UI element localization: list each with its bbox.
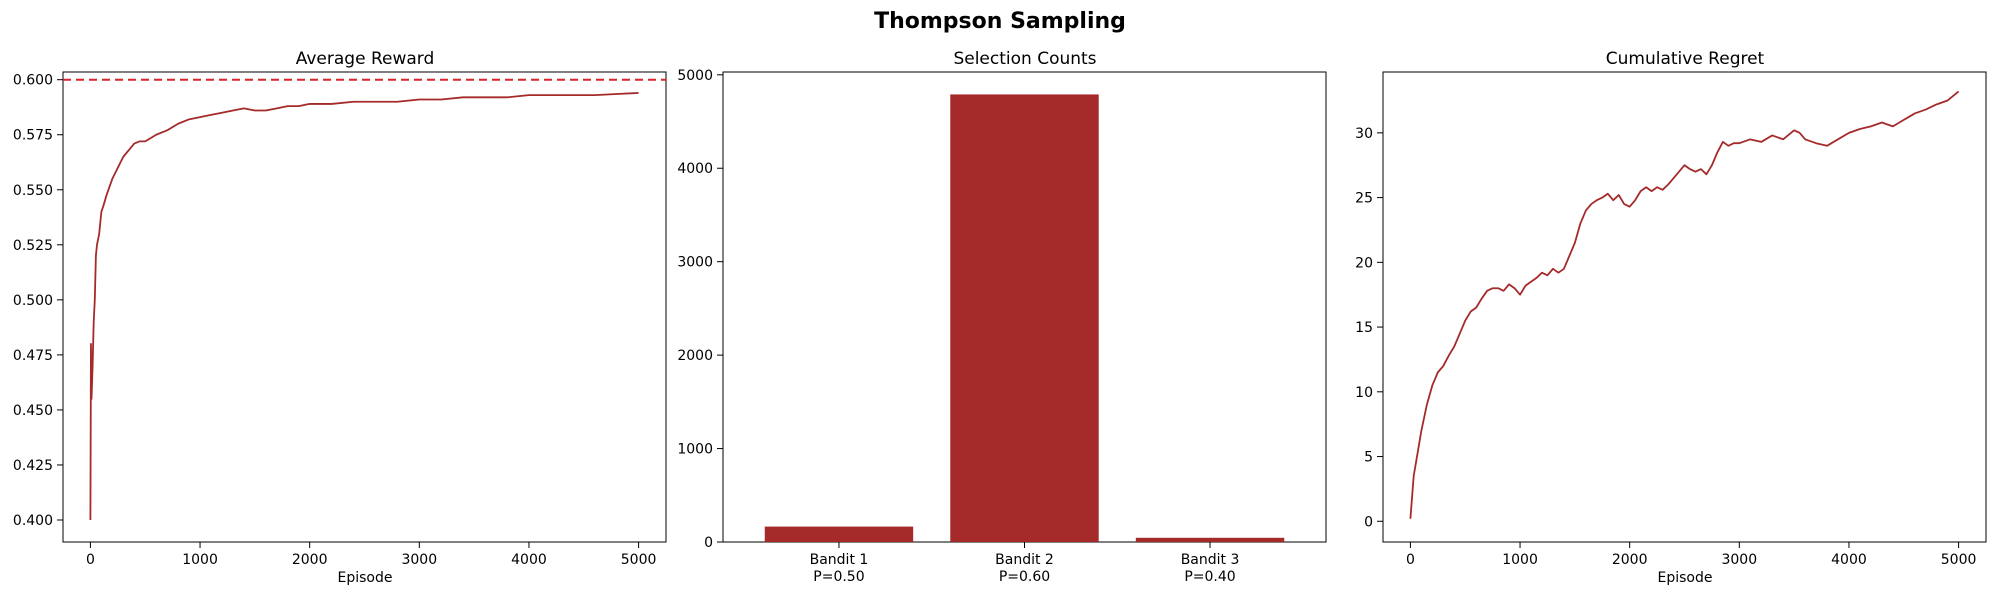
x-tick-label: 2000 bbox=[292, 552, 328, 568]
y-tick-label: 0.575 bbox=[13, 128, 53, 144]
x-tick-label: Bandit 3 bbox=[1181, 552, 1240, 568]
y-tick-label: 15 bbox=[1355, 320, 1373, 336]
bar-3 bbox=[1135, 537, 1285, 542]
y-tick-label: 0 bbox=[704, 535, 713, 551]
y-tick-label: 0.425 bbox=[13, 458, 53, 474]
y-tick-label: 20 bbox=[1355, 255, 1373, 271]
y-tick-label: 1000 bbox=[677, 442, 713, 458]
x-tick-label: 0 bbox=[86, 552, 95, 568]
x-tick-label: 4000 bbox=[1831, 552, 1867, 568]
x-tick-label: 1000 bbox=[182, 552, 218, 568]
y-tick-label: 3000 bbox=[677, 255, 713, 271]
y-tick-label: 2000 bbox=[677, 348, 713, 364]
x-tick-label: Bandit 1 bbox=[810, 552, 869, 568]
y-tick-label: 5000 bbox=[677, 68, 713, 84]
y-tick-label: 0 bbox=[1364, 514, 1373, 530]
series-line-cumulative-regret bbox=[1409, 90, 1960, 519]
x-axis-label-cumulative-regret: Episode bbox=[1658, 570, 1713, 586]
x-tick-label: 5000 bbox=[1941, 552, 1977, 568]
y-tick-label: 4000 bbox=[677, 161, 713, 177]
axes-frame-cumulative-regret bbox=[1382, 71, 1987, 543]
y-tick-label: 0.525 bbox=[13, 238, 53, 254]
panel-cumulative-regret: Cumulative Regret Episode 0 5 10 15 20 25 30 0 1… bbox=[1355, 49, 1987, 586]
x-tick-label: P=0.60 bbox=[999, 569, 1050, 585]
y-tick-label: 10 bbox=[1355, 385, 1373, 401]
x-tick-label: 3000 bbox=[1721, 552, 1757, 568]
y-tick-label: 0.450 bbox=[13, 403, 53, 419]
axes-frame-average-reward bbox=[62, 71, 667, 543]
panel-average-reward: Average Reward Episode 0.400 0.425 0.450 0.… bbox=[13, 49, 667, 586]
x-tick-label: 4000 bbox=[511, 552, 547, 568]
x-tick-label: P=0.50 bbox=[813, 569, 864, 585]
bar-1 bbox=[764, 526, 914, 542]
panel-selection-counts: Selection Counts 0 1000 2000 3000 4000 5000 Ba… bbox=[677, 49, 1327, 585]
y-tick-label: 5 bbox=[1364, 450, 1373, 466]
x-tick-label: 3000 bbox=[401, 552, 437, 568]
y-tick-label: 30 bbox=[1355, 126, 1373, 142]
y-tick-label: 0.475 bbox=[13, 348, 53, 364]
y-tick-label: 0.500 bbox=[13, 293, 53, 309]
x-tick-label: P=0.40 bbox=[1184, 569, 1235, 585]
x-tick-label: 0 bbox=[1406, 552, 1415, 568]
y-tick-label: 0.550 bbox=[13, 183, 53, 199]
y-tick-label: 25 bbox=[1355, 191, 1373, 207]
y-tick-label: 0.600 bbox=[13, 73, 53, 89]
panel-title-average-reward: Average Reward bbox=[296, 49, 435, 69]
y-tick-label: 0.400 bbox=[13, 513, 53, 529]
x-axis-label-average-reward: Episode bbox=[338, 570, 393, 586]
x-tick-label: 2000 bbox=[1612, 552, 1648, 568]
x-tick-label: 1000 bbox=[1502, 552, 1538, 568]
figure-title: Thompson Sampling bbox=[874, 9, 1126, 34]
panel-title-cumulative-regret: Cumulative Regret bbox=[1606, 49, 1765, 69]
panel-title-selection-counts: Selection Counts bbox=[953, 49, 1096, 69]
x-tick-label: Bandit 2 bbox=[995, 552, 1054, 568]
series-line-average-reward bbox=[89, 92, 639, 520]
bar-2 bbox=[950, 94, 1099, 542]
x-tick-label: 5000 bbox=[621, 552, 657, 568]
